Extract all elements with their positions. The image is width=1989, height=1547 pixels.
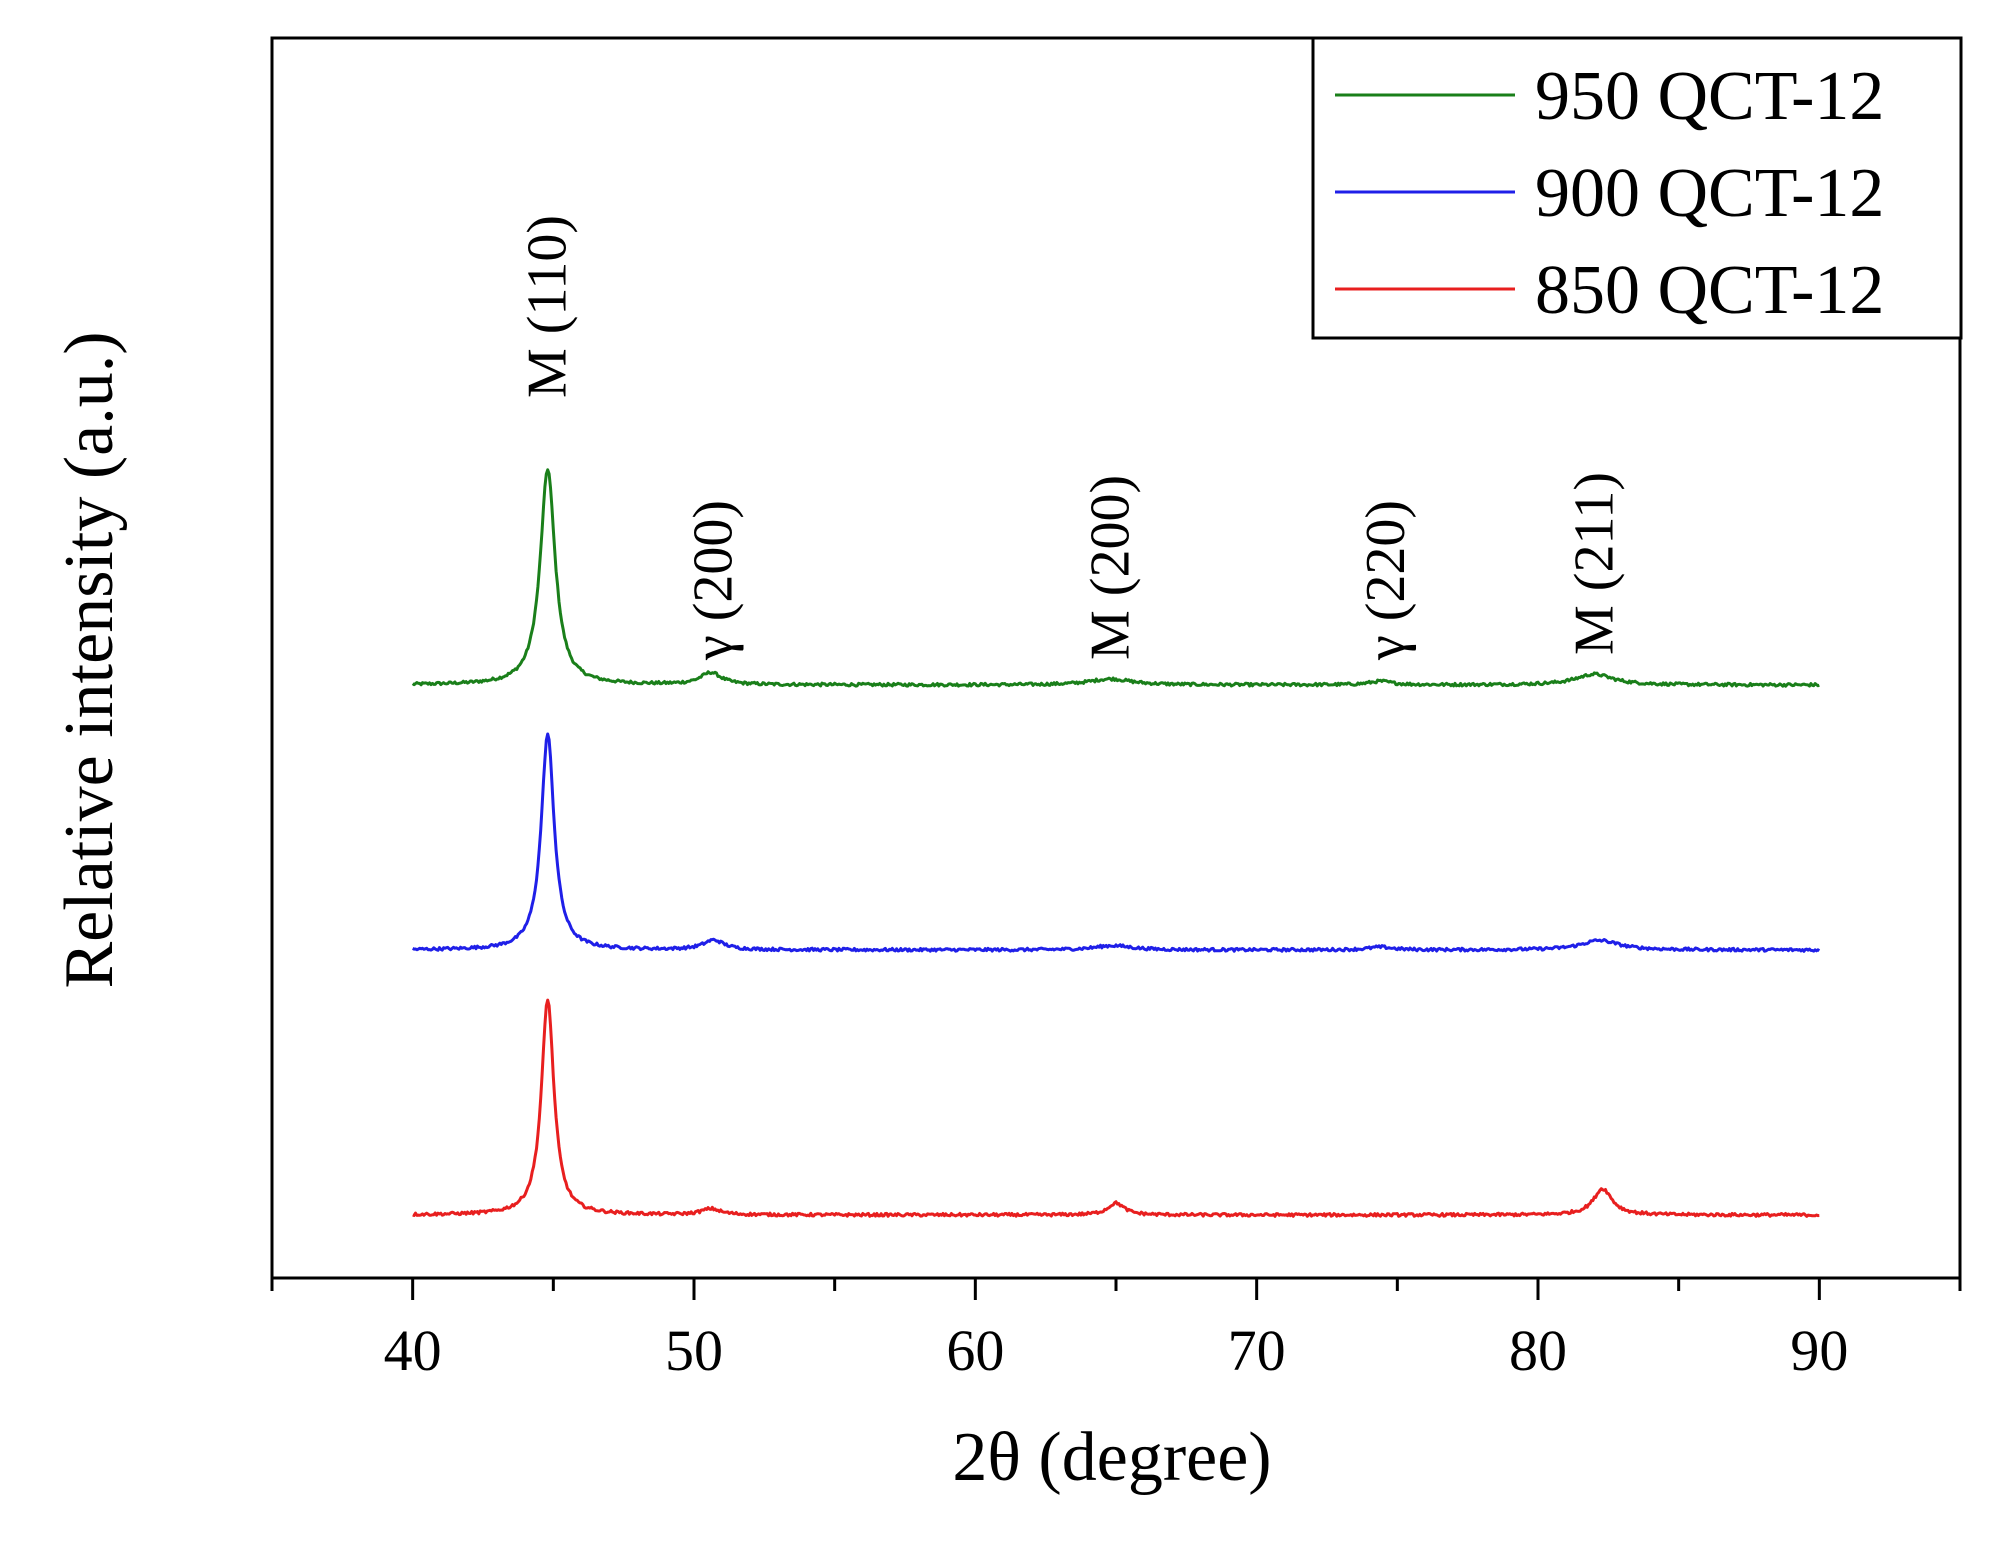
x-tick-label: 50 xyxy=(665,1318,723,1383)
peak-label: γ (200) xyxy=(683,500,745,661)
legend-items: 950 QCT-12 900 QCT-12 850 QCT-12 xyxy=(1335,58,1884,329)
series-line-900 xyxy=(412,732,1821,953)
x-tick-label: 70 xyxy=(1228,1318,1286,1383)
peak-annotations: M (110) γ (200) M (200) γ (220) M (211) xyxy=(517,215,1626,661)
legend-label: 950 QCT-12 xyxy=(1535,58,1884,135)
x-axis: 40 50 60 70 80 90 xyxy=(270,1278,1962,1383)
peak-label: M (110) xyxy=(517,215,579,398)
legend-label: 850 QCT-12 xyxy=(1535,252,1884,329)
peak-label: γ (220) xyxy=(1355,500,1417,661)
legend-label: 900 QCT-12 xyxy=(1535,155,1884,232)
x-tick-label: 80 xyxy=(1509,1318,1567,1383)
legend: 950 QCT-12 900 QCT-12 850 QCT-12 xyxy=(1311,36,1963,340)
peak-label: M (200) xyxy=(1079,475,1141,660)
y-axis-title: Relative intensity (a.u.) xyxy=(51,331,128,988)
x-axis-title: 2θ (degree) xyxy=(952,1419,1271,1496)
peak-label: M (211) xyxy=(1563,472,1625,655)
series-line-850 xyxy=(412,998,1820,1218)
series-layer xyxy=(411,468,1821,1218)
x-tick-label: 40 xyxy=(384,1318,442,1383)
x-tick-label: 60 xyxy=(946,1318,1004,1383)
x-tick-label: 90 xyxy=(1790,1318,1848,1383)
series-line-950 xyxy=(411,468,1820,688)
